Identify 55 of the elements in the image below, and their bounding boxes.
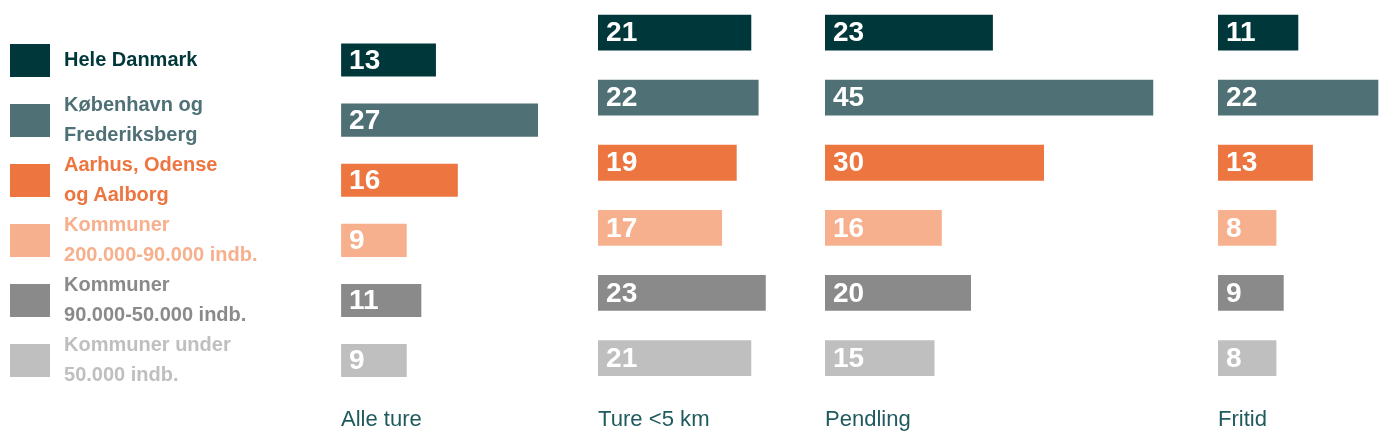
bar <box>598 14 752 51</box>
bar <box>1218 79 1379 116</box>
data-label: 9 <box>1226 276 1242 308</box>
bar <box>598 275 766 311</box>
bar <box>598 209 723 246</box>
data-label: 22 <box>1226 81 1258 113</box>
data-label: 19 <box>606 146 638 178</box>
data-label: 20 <box>833 276 865 308</box>
bar <box>825 14 993 51</box>
bar <box>1218 340 1277 376</box>
x-axis-title: Ture <5 km <box>598 405 710 431</box>
y-tick-label: Aarhus, Odense og Aalborg <box>64 152 218 205</box>
bar <box>1218 144 1313 181</box>
data-label: 21 <box>606 16 638 48</box>
x-axis-title: Fritid <box>1218 405 1268 431</box>
data-label: 13 <box>1226 146 1258 178</box>
x-axis-title: Alle ture <box>341 405 422 431</box>
bar <box>1218 209 1277 246</box>
data-label: 16 <box>349 163 381 195</box>
bar <box>825 79 1154 116</box>
bar <box>341 344 407 378</box>
data-label: 22 <box>606 81 638 113</box>
bar <box>598 340 752 376</box>
data-label: 11 <box>349 284 379 316</box>
bar <box>1218 275 1284 311</box>
bar <box>341 163 458 197</box>
y-tick-label: Kommuner 200.000-90.000 indb. <box>64 212 258 265</box>
bar <box>598 79 759 116</box>
y-tick-label: København og Frederiksberg <box>64 92 203 145</box>
data-label: 23 <box>833 16 865 48</box>
data-label: 13 <box>349 43 381 75</box>
data-label: 17 <box>606 211 638 243</box>
bar <box>341 223 407 257</box>
bar <box>825 340 935 376</box>
bar <box>825 144 1044 181</box>
bar <box>825 275 971 311</box>
data-label: 21 <box>606 341 638 373</box>
data-label: 27 <box>349 103 381 135</box>
data-label: 8 <box>1226 341 1242 373</box>
data-label: 45 <box>833 81 865 113</box>
y-tick-label: Hele Danmark <box>64 47 199 70</box>
x-axis-title: Pendling <box>825 405 911 431</box>
bar <box>341 103 539 137</box>
data-label: 30 <box>833 146 865 178</box>
y-tick-label: Kommuner under 50.000 indb. <box>64 333 231 386</box>
data-label: 9 <box>349 224 365 256</box>
data-label: 16 <box>833 211 865 243</box>
data-label: 8 <box>1226 211 1242 243</box>
data-label: 23 <box>606 276 638 308</box>
y-tick-label: Kommuner 90.000-50.000 indb. <box>64 272 247 325</box>
data-label: 15 <box>833 341 865 373</box>
bar <box>598 144 737 181</box>
data-label: 9 <box>349 344 365 376</box>
bar <box>825 209 942 246</box>
data-label: 11 <box>1226 16 1256 48</box>
